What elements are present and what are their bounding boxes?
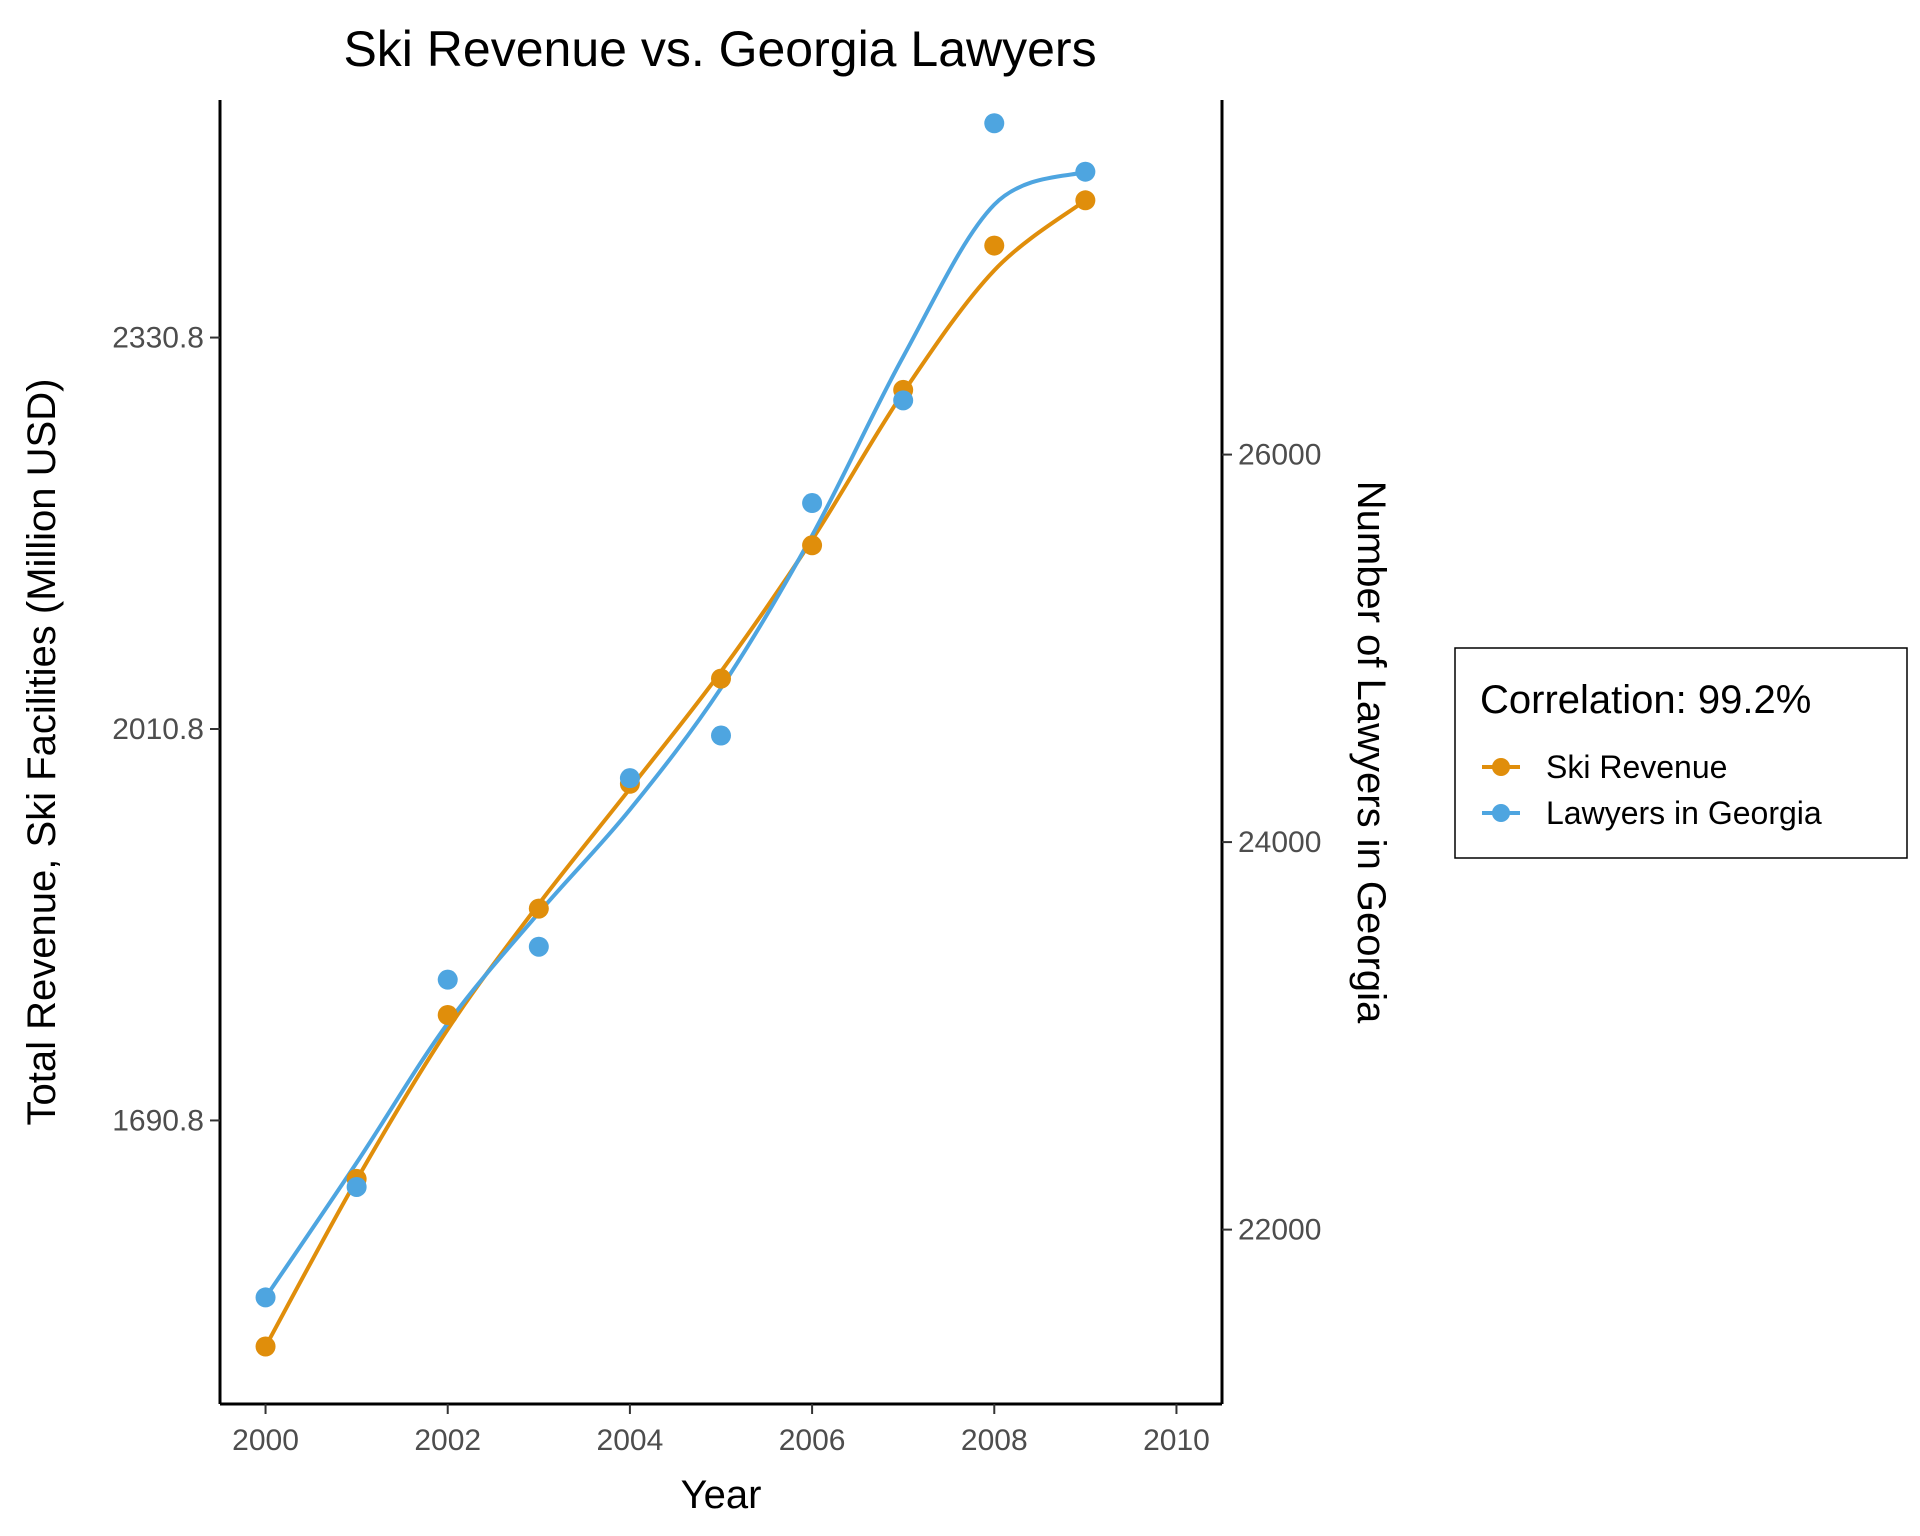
y-left-tick-label: 1690.8 <box>112 1104 204 1137</box>
x-axis-title: Year <box>681 1473 762 1517</box>
legend-box <box>1454 647 1908 859</box>
x-tick-label: 2008 <box>961 1424 1028 1457</box>
point-ski-revenue <box>711 668 731 689</box>
point-ski-revenue <box>984 235 1005 256</box>
x-tick-label: 2000 <box>232 1424 299 1457</box>
point-lawyers-georgia <box>255 1287 276 1308</box>
y-right-axis-title: Number of Lawyers in Georgia <box>1349 481 1393 1024</box>
legend-key-point <box>1492 804 1510 822</box>
point-lawyers-georgia <box>802 493 823 514</box>
point-ski-revenue <box>255 1336 276 1357</box>
point-ski-revenue <box>1075 190 1096 211</box>
y-right-tick-label: 22000 <box>1238 1214 1321 1247</box>
x-tick-label: 2010 <box>1143 1424 1210 1457</box>
x-tick-label: 2004 <box>597 1424 664 1457</box>
point-ski-revenue <box>802 535 823 556</box>
y-right-tick-label: 26000 <box>1238 439 1321 472</box>
y-left-tick-label: 2010.8 <box>112 713 204 746</box>
point-lawyers-georgia <box>528 936 549 957</box>
point-lawyers-georgia <box>711 725 731 746</box>
point-lawyers-georgia <box>346 1176 367 1197</box>
legend-label: Lawyers in Georgia <box>1546 795 1822 831</box>
legend-key-point <box>1492 758 1510 776</box>
trend-line-ski-revenue <box>263 198 1087 1348</box>
point-lawyers-georgia <box>893 390 914 411</box>
legend: Correlation: 99.2% Ski Revenue Lawyers in… <box>1454 647 1908 859</box>
legend-label: Ski Revenue <box>1546 749 1727 785</box>
trend-line-lawyers-georgia <box>263 169 1087 1299</box>
point-lawyers-georgia <box>619 768 640 789</box>
x-tick-label: 2006 <box>779 1424 846 1457</box>
x-tick-label: 2002 <box>414 1424 481 1457</box>
chart-title: Ski Revenue vs. Georgia Lawyers <box>343 21 1096 77</box>
point-lawyers-georgia <box>1075 161 1096 182</box>
point-ski-revenue <box>528 898 549 919</box>
y-left-tick-label: 2330.8 <box>112 322 204 355</box>
y-right-tick-label: 24000 <box>1238 826 1321 859</box>
point-lawyers-georgia <box>437 969 458 990</box>
point-lawyers-georgia <box>984 113 1005 134</box>
legend-title: Correlation: 99.2% <box>1480 678 1811 722</box>
y-left-axis-title: Total Revenue, Ski Facilities (Million U… <box>20 379 64 1126</box>
point-ski-revenue <box>437 1005 458 1026</box>
